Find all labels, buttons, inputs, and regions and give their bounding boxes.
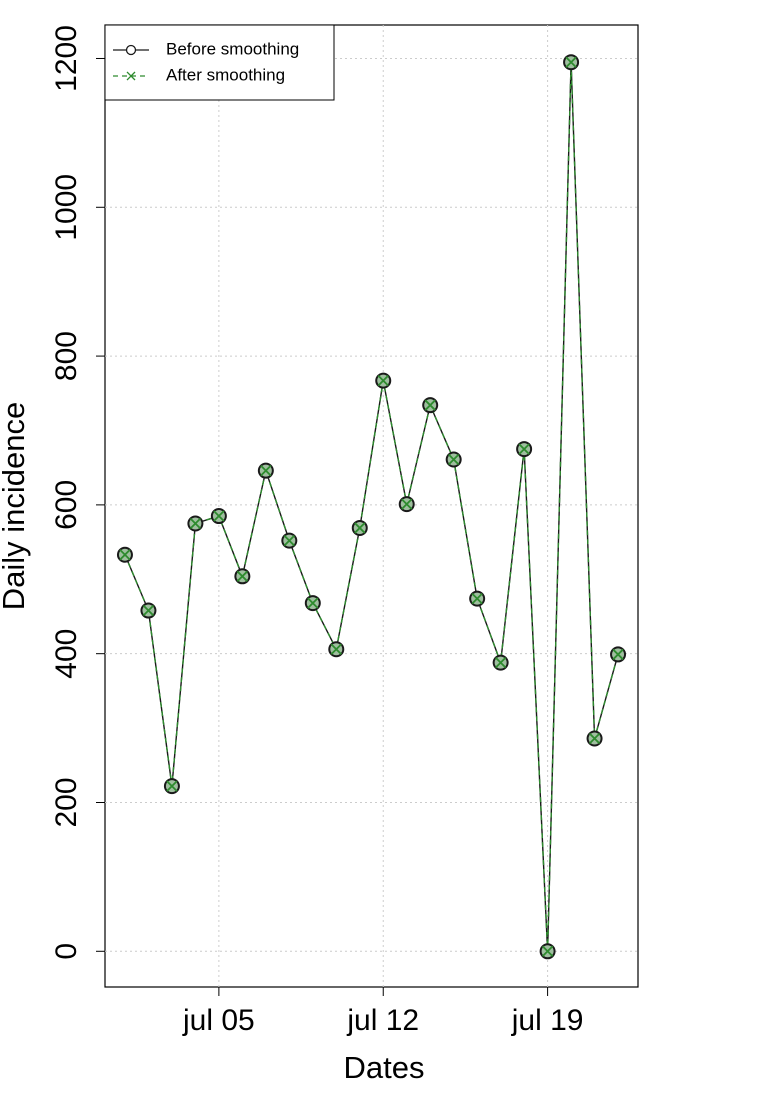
legend-label: After smoothing bbox=[166, 65, 285, 84]
y-tick-label: 200 bbox=[50, 777, 83, 827]
point bbox=[448, 453, 460, 466]
y-tick-label: 0 bbox=[50, 943, 83, 960]
point bbox=[471, 592, 483, 605]
point bbox=[495, 656, 507, 669]
plot-frame bbox=[104, 24, 639, 988]
point bbox=[541, 945, 554, 957]
y-tick-label: 1000 bbox=[50, 174, 83, 241]
y-tick-label: 1200 bbox=[50, 25, 83, 92]
x-tick-label: jul 05 bbox=[182, 1004, 255, 1037]
legend-label: Before smoothing bbox=[166, 39, 299, 58]
legend-marker bbox=[125, 44, 137, 56]
series-line bbox=[124, 62, 619, 952]
point bbox=[236, 570, 248, 582]
point bbox=[260, 465, 272, 477]
point bbox=[565, 56, 577, 68]
point bbox=[189, 517, 202, 530]
point bbox=[307, 597, 319, 609]
point bbox=[588, 732, 601, 745]
point bbox=[283, 534, 295, 547]
point bbox=[612, 648, 624, 661]
x-axis-title: Dates bbox=[344, 1050, 425, 1085]
point bbox=[330, 643, 342, 655]
y-axis-title: Daily incidence bbox=[0, 402, 31, 611]
y-tick-label: 800 bbox=[50, 331, 83, 381]
y-tick-label: 400 bbox=[50, 629, 83, 679]
series-line bbox=[124, 62, 619, 952]
x-tick-label: jul 12 bbox=[346, 1004, 419, 1037]
point bbox=[119, 549, 131, 561]
point bbox=[377, 374, 389, 387]
point bbox=[424, 399, 436, 411]
point bbox=[354, 522, 366, 534]
legend-marker bbox=[126, 71, 136, 81]
point bbox=[142, 604, 155, 617]
point bbox=[166, 780, 178, 792]
point bbox=[213, 510, 225, 522]
x-tick-label: jul 19 bbox=[511, 1004, 584, 1037]
point bbox=[518, 443, 530, 455]
legend-box bbox=[104, 24, 335, 101]
point bbox=[401, 498, 413, 510]
y-tick-label: 600 bbox=[50, 480, 83, 530]
